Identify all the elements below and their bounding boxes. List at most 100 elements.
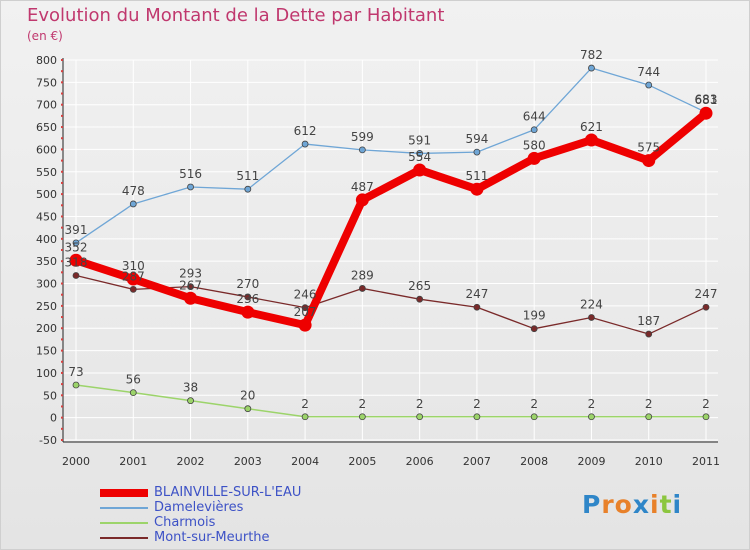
data-point xyxy=(129,389,137,397)
y-minor-tick xyxy=(61,59,63,61)
legend-swatch xyxy=(100,489,148,497)
data-label: 554 xyxy=(408,150,431,164)
data-label: 318 xyxy=(65,255,88,269)
data-point xyxy=(473,148,481,156)
data-label: 511 xyxy=(236,169,259,183)
data-point xyxy=(358,413,366,421)
x-tick-label: 2006 xyxy=(406,455,434,468)
logo-letter: i xyxy=(672,490,683,519)
x-tick-label: 2011 xyxy=(692,455,720,468)
y-minor-tick xyxy=(61,427,63,430)
y-minor-tick xyxy=(61,293,63,296)
data-point xyxy=(301,413,309,421)
data-label: 267 xyxy=(179,278,202,292)
data-label: 575 xyxy=(637,141,660,155)
data-point xyxy=(244,293,252,301)
data-point xyxy=(72,272,80,279)
grid-lines xyxy=(63,59,718,441)
data-label: 265 xyxy=(408,279,431,293)
data-point xyxy=(416,413,424,421)
data-point xyxy=(588,64,595,72)
data-point xyxy=(473,303,481,311)
y-minor-tick xyxy=(61,439,63,441)
y-minor-tick xyxy=(61,260,63,263)
y-tick-label: 500 xyxy=(36,188,57,201)
y-minor-tick xyxy=(61,394,63,397)
data-point xyxy=(298,318,312,332)
data-label: 612 xyxy=(294,124,317,138)
legend-item: Mont-sur-Meurthe xyxy=(100,530,360,546)
y-minor-tick xyxy=(61,215,63,218)
legend-label: Mont-sur-Meurthe xyxy=(154,530,270,545)
y-minor-tick xyxy=(61,338,63,341)
y-tick-label: 750 xyxy=(36,76,57,89)
data-point xyxy=(358,146,366,154)
y-minor-tick xyxy=(61,304,63,307)
data-point xyxy=(699,106,713,120)
legend-item: BLAINVILLE-SUR-L'EAU xyxy=(100,485,360,501)
y-minor-tick xyxy=(61,371,63,374)
y-minor-tick xyxy=(61,92,63,95)
x-tick-label: 2003 xyxy=(234,455,262,468)
logo-letter: r xyxy=(601,490,615,519)
y-minor-tick xyxy=(61,327,63,330)
x-tick-label: 2000 xyxy=(62,455,90,468)
legend-swatch xyxy=(100,522,148,524)
data-label: 487 xyxy=(351,180,374,194)
data-label: 516 xyxy=(179,167,202,181)
data-label: 247 xyxy=(465,287,488,301)
data-point xyxy=(645,330,653,338)
data-label: 621 xyxy=(580,120,603,134)
y-minor-tick xyxy=(61,204,63,207)
proxiti-logo: Proxiti xyxy=(582,490,682,519)
data-point xyxy=(129,200,137,208)
data-point xyxy=(187,283,194,291)
x-tick-label: 2009 xyxy=(577,455,605,468)
data-point xyxy=(416,295,424,303)
y-minor-tick xyxy=(61,70,63,73)
y-tick-label: 300 xyxy=(36,278,57,291)
series-line xyxy=(75,384,707,418)
data-point xyxy=(69,253,83,267)
data-point xyxy=(470,182,484,196)
data-label: 73 xyxy=(68,365,83,379)
logo-letter: i xyxy=(650,490,660,519)
data-point xyxy=(72,239,80,247)
data-point xyxy=(187,397,194,405)
data-point xyxy=(584,133,598,147)
y-minor-tick xyxy=(61,349,63,352)
data-point xyxy=(530,325,538,333)
y-minor-tick xyxy=(61,249,63,251)
data-point xyxy=(642,154,656,168)
data-label: 644 xyxy=(523,110,546,124)
y-minor-tick xyxy=(61,237,63,240)
x-tick-label: 2004 xyxy=(291,455,319,468)
data-label: 207 xyxy=(294,305,317,319)
data-point xyxy=(129,285,137,293)
data-point xyxy=(645,413,653,421)
data-label: 594 xyxy=(465,132,488,146)
data-label: 511 xyxy=(465,169,488,183)
data-point xyxy=(187,183,194,191)
x-tick-label: 2010 xyxy=(635,455,663,468)
tick-labels: -50 0 50 100 150 200 250 300 350 400 450 500 550 600 6… xyxy=(36,54,720,468)
y-minor-tick xyxy=(61,159,63,162)
data-point xyxy=(702,413,710,421)
data-point xyxy=(588,314,595,321)
data-label: 591 xyxy=(408,133,431,147)
y-minor-tick xyxy=(61,181,63,184)
data-label: 782 xyxy=(580,48,603,62)
y-minor-tick xyxy=(61,81,63,84)
y-minor-tick xyxy=(61,126,63,129)
data-point xyxy=(184,291,198,305)
series-group xyxy=(69,64,713,421)
data-point xyxy=(416,150,424,157)
data-label: 478 xyxy=(122,184,145,198)
y-minor-tick xyxy=(61,103,63,106)
data-label: 289 xyxy=(351,268,374,282)
y-minor-tick xyxy=(61,416,63,419)
x-tick-label: 2007 xyxy=(463,455,491,468)
data-label: 287 xyxy=(122,269,145,283)
data-label: 2 xyxy=(359,397,367,411)
y-tick-label: 350 xyxy=(36,255,57,268)
